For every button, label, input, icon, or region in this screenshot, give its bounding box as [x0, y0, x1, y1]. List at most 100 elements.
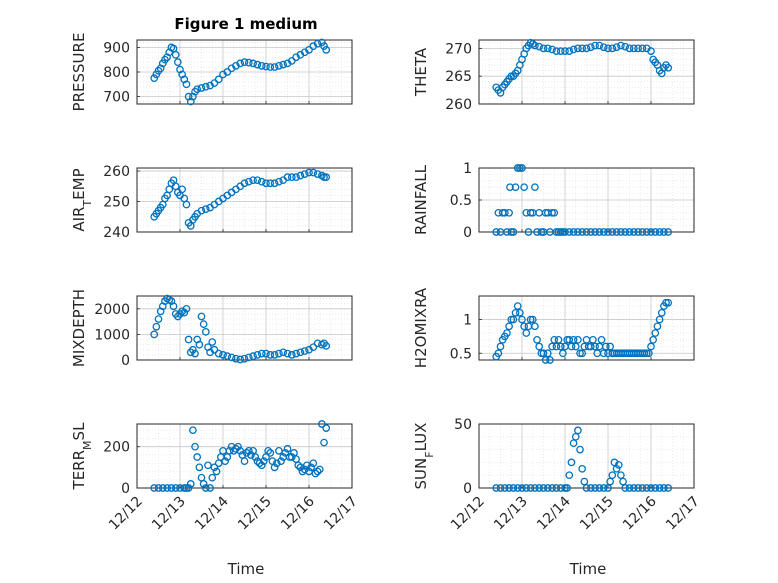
data-point — [649, 335, 658, 344]
y-axis-label: RAINFALL — [412, 164, 430, 235]
data-point — [283, 444, 292, 453]
data-point — [535, 484, 544, 492]
data-point — [591, 342, 599, 351]
data-point — [214, 349, 223, 358]
data-point — [664, 63, 673, 72]
data-point — [621, 484, 630, 492]
y-tick-label: 0 — [121, 481, 130, 497]
data-point — [296, 348, 305, 357]
data-point — [539, 44, 548, 53]
data-point — [604, 484, 612, 492]
data-point — [253, 351, 262, 359]
data-point — [283, 349, 292, 358]
data-point — [279, 348, 288, 357]
data-point — [634, 44, 642, 53]
subplot-4: 0 0.5 1 RAINFALL — [412, 161, 695, 241]
data-point — [189, 426, 197, 435]
data-point — [634, 484, 642, 492]
data-point — [253, 176, 262, 185]
plot-area — [137, 168, 352, 232]
data-point — [227, 353, 236, 362]
data-point — [247, 451, 255, 459]
data-point — [296, 463, 305, 472]
data-point — [270, 463, 279, 472]
data-point — [638, 484, 647, 492]
data-point — [154, 315, 163, 323]
data-point — [287, 453, 296, 461]
axes-box — [136, 295, 353, 361]
data-point — [266, 449, 275, 457]
data-point — [208, 473, 217, 482]
data-point — [262, 349, 270, 358]
y-tick-label: 200 — [103, 440, 130, 456]
axes-box — [136, 167, 353, 233]
data-point — [206, 484, 214, 492]
data-point — [287, 173, 296, 181]
data-point — [561, 47, 569, 55]
data-point — [305, 168, 313, 177]
data-point — [208, 338, 217, 346]
chart-title: Figure 1 medium — [174, 15, 317, 33]
data-point — [180, 484, 189, 492]
data-point — [270, 63, 279, 71]
data-point — [576, 445, 584, 454]
data-point — [513, 164, 522, 172]
data-point — [597, 335, 606, 344]
data-point — [253, 60, 262, 69]
y-tick-label: 0 — [463, 225, 472, 241]
data-point — [548, 208, 556, 217]
data-point — [500, 484, 509, 492]
data-point — [266, 63, 275, 71]
data-point — [322, 173, 331, 181]
data-point — [578, 464, 587, 473]
data-point — [214, 75, 223, 84]
data-point — [569, 45, 578, 54]
data-point — [642, 228, 651, 236]
data-point — [150, 330, 159, 339]
data-point — [539, 349, 548, 358]
data-point — [305, 467, 313, 476]
data-point — [586, 228, 595, 236]
data-point — [509, 228, 518, 236]
data-point — [249, 176, 257, 185]
data-point — [249, 352, 257, 361]
data-point — [556, 228, 565, 236]
data-point — [565, 335, 574, 344]
y-tick-label: 0 — [121, 353, 130, 369]
y-tick-label: 260 — [103, 164, 130, 180]
data-point — [275, 349, 283, 358]
y-tick-label: 0 — [463, 481, 472, 497]
data-point — [550, 208, 559, 217]
y-tick-label: 700 — [103, 90, 130, 106]
data-point — [515, 308, 524, 317]
x-axis-label-right: Time — [569, 560, 607, 578]
data-point — [210, 79, 219, 87]
data-point — [524, 228, 533, 236]
data-point — [236, 59, 245, 68]
data-point — [606, 477, 615, 486]
y-tick-label: 0.5 — [450, 346, 472, 362]
data-point — [621, 228, 630, 236]
data-point — [496, 342, 505, 351]
data-point — [232, 444, 240, 453]
y-tick-label: 250 — [103, 195, 130, 211]
data-point — [608, 471, 617, 480]
data-point — [494, 349, 503, 358]
data-point — [660, 484, 668, 492]
data-point — [320, 438, 328, 447]
data-point — [244, 353, 253, 362]
data-point — [617, 41, 625, 50]
plot-area — [479, 424, 694, 488]
data-point — [150, 484, 159, 492]
data-point — [586, 342, 595, 351]
data-point — [210, 463, 219, 472]
data-point — [569, 335, 578, 344]
data-point — [604, 228, 612, 236]
data-point — [518, 315, 526, 324]
data-point — [629, 484, 638, 492]
data-point — [586, 484, 595, 492]
data-point — [240, 354, 249, 363]
data-point — [300, 170, 309, 178]
data-point — [322, 45, 331, 54]
y-tick-label: 240 — [103, 225, 130, 241]
